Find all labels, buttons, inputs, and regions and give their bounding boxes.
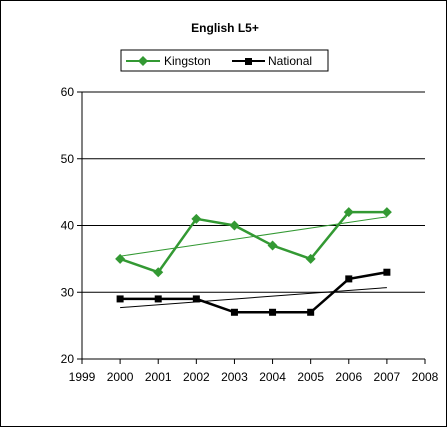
y-tick-label: 60 (61, 85, 75, 99)
y-tick-label: 50 (61, 152, 75, 166)
gridlines (82, 91, 425, 293)
data-point-national (230, 308, 238, 316)
data-point-national (269, 308, 277, 316)
x-tick-label: 2008 (412, 370, 439, 384)
trendlines (120, 216, 387, 309)
series-line-kingston (119, 210, 387, 274)
x-tick-label: 2000 (107, 370, 134, 384)
y-tick-label: 30 (61, 285, 75, 299)
data-point-national (383, 268, 391, 276)
data-point-kingston (191, 213, 202, 224)
legend-kingston-label: Kingston (164, 54, 211, 68)
axes (77, 91, 426, 364)
data-point-kingston (343, 207, 354, 218)
series-group (115, 207, 392, 316)
x-tick-label: 2004 (259, 370, 286, 384)
x-tick-label: 2003 (221, 370, 248, 384)
trendline-national (120, 287, 387, 309)
data-point-national (345, 275, 353, 283)
data-point-national (154, 295, 162, 303)
x-tick-label: 2001 (145, 370, 172, 384)
x-tick-label: 2006 (335, 370, 362, 384)
legend-kingston-marker (138, 56, 148, 66)
data-point-national (307, 308, 315, 316)
data-point-kingston (267, 240, 278, 251)
data-point-kingston (305, 253, 316, 264)
x-tick-label: 2007 (374, 370, 401, 384)
legend-box (120, 49, 329, 72)
data-point-national (192, 295, 200, 303)
series-line-national (120, 270, 388, 314)
data-point-kingston (115, 253, 126, 264)
legend: Kingston National (120, 49, 329, 72)
y-tick-labels: 20 30 40 50 60 (61, 85, 75, 366)
x-tick-label: 2005 (297, 370, 324, 384)
data-point-national (116, 295, 124, 303)
legend-national-marker (245, 58, 252, 65)
chart-title: English L5+ (191, 21, 259, 35)
legend-national-label: National (268, 54, 312, 68)
y-tick-label: 20 (61, 352, 75, 366)
y-tick-label: 40 (61, 219, 75, 233)
x-tick-labels: 1999 2000 2001 2002 2003 2004 2005 2006 2007 2008 (69, 370, 439, 384)
x-tick-label: 1999 (69, 370, 96, 384)
data-point-kingston (229, 220, 240, 231)
data-point-kingston (381, 207, 392, 218)
x-tick-label: 2002 (183, 370, 210, 384)
data-point-kingston (153, 267, 164, 278)
